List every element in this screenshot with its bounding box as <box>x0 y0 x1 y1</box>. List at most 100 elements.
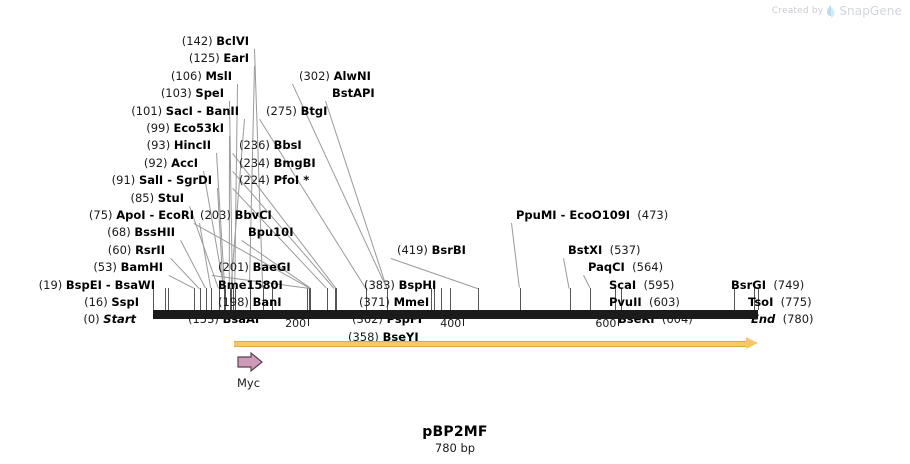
restriction-site-label[interactable]: (302) AlwNI <box>299 69 371 83</box>
restriction-site-label[interactable]: (201) BaeGI <box>218 261 291 274</box>
site-enzyme-name: ApoI - EcoRI <box>116 208 194 222</box>
feature-myc-arrow[interactable] <box>237 352 263 376</box>
restriction-site-label[interactable]: BsrGI (749) <box>731 278 804 292</box>
site-position: (419) <box>397 242 428 257</box>
restriction-site-tick[interactable] <box>167 288 169 310</box>
restriction-site-tick[interactable] <box>519 288 521 310</box>
site-position: (92) <box>143 155 168 170</box>
restriction-site-label[interactable]: PaqCI (564) <box>588 261 663 274</box>
restriction-site-label[interactable]: (75) ApoI - EcoRI <box>89 209 194 222</box>
restriction-site-tick[interactable] <box>366 288 368 310</box>
site-enzyme-name: PfoI * <box>273 173 310 188</box>
restriction-site-tick[interactable] <box>440 288 442 310</box>
orf-track-arrow[interactable] <box>234 337 758 349</box>
plasmid-backbone[interactable] <box>153 312 758 319</box>
restriction-site-tick[interactable] <box>165 288 167 310</box>
restriction-site-label[interactable]: (383) BspHI <box>364 278 436 292</box>
restriction-site-tick[interactable] <box>224 288 226 310</box>
restriction-site-label[interactable]: (16) SspI <box>84 296 139 309</box>
site-enzyme-name: MslI <box>205 68 232 83</box>
restriction-site-tick[interactable] <box>153 288 154 310</box>
restriction-site-tick[interactable] <box>231 288 233 310</box>
restriction-site-label[interactable]: (275) BtgI <box>266 104 327 118</box>
restriction-site-tick[interactable] <box>430 288 432 310</box>
restriction-site-label[interactable]: BstXI (537) <box>568 243 641 257</box>
restriction-site-label[interactable]: (125) EarI <box>189 52 249 65</box>
site-position: (19) <box>38 277 63 292</box>
restriction-site-tick[interactable] <box>194 288 196 310</box>
restriction-site-tick[interactable] <box>235 288 237 310</box>
restriction-site-label[interactable]: Bme1580I <box>218 277 283 292</box>
restriction-site-label[interactable]: (234) BmgBI <box>239 156 316 170</box>
restriction-site-tick[interactable] <box>334 288 336 310</box>
restriction-site-tick[interactable] <box>621 288 623 310</box>
restriction-site-tick[interactable] <box>326 288 328 310</box>
restriction-site-label[interactable]: (101) SacI - BanII <box>131 104 239 118</box>
restriction-site-label[interactable]: PpuMI - EcoO109I (473) <box>516 209 668 222</box>
restriction-site-label[interactable]: (371) MmeI <box>359 296 429 309</box>
site-enzyme-name: AccI <box>171 155 198 170</box>
restriction-site-label[interactable]: TsoI (775) <box>748 296 812 309</box>
restriction-site-tick[interactable] <box>205 288 207 310</box>
restriction-site-label[interactable]: (53) BamHI <box>93 261 163 274</box>
restriction-site-tick[interactable] <box>263 288 265 310</box>
restriction-site-tick[interactable] <box>308 288 310 310</box>
restriction-site-tick[interactable] <box>249 288 251 310</box>
restriction-site-tick[interactable] <box>433 288 435 310</box>
restriction-site-tick[interactable] <box>271 288 273 310</box>
site-enzyme-name: Bpu10I <box>248 225 294 240</box>
restriction-site-label[interactable]: (419) BsrBI <box>397 242 466 257</box>
restriction-site-tick[interactable] <box>218 288 220 310</box>
restriction-site-tick[interactable] <box>758 288 759 310</box>
restriction-site-label[interactable]: PvuII (603) <box>609 296 680 309</box>
restriction-site-tick[interactable] <box>614 288 616 310</box>
restriction-site-tick[interactable] <box>211 288 213 310</box>
restriction-site-label[interactable]: (106) MslI <box>171 68 232 83</box>
restriction-site-label[interactable]: Bpu10I <box>248 226 293 239</box>
site-enzyme-name: Bme1580I <box>218 277 283 292</box>
restriction-site-label[interactable]: (0) Start <box>83 313 136 326</box>
restriction-site-tick[interactable] <box>310 288 312 310</box>
restriction-site-label[interactable]: (91) SalI - SgrDI <box>112 174 212 187</box>
restriction-site-tick[interactable] <box>232 288 234 310</box>
restriction-site-label[interactable]: (142) BclVI <box>182 35 249 48</box>
restriction-site-label[interactable]: (93) HincII <box>147 139 211 152</box>
restriction-site-label[interactable]: (198) BanI <box>218 296 282 309</box>
restriction-site-label[interactable]: (103) SpeI <box>161 87 224 100</box>
restriction-site-label[interactable]: (99) Eco53kI <box>146 122 224 135</box>
restriction-site-label[interactable]: (358) BseYI <box>348 330 419 344</box>
restriction-site-tick[interactable] <box>199 288 201 310</box>
restriction-site-tick[interactable] <box>225 288 227 310</box>
restriction-site-label[interactable]: (92) AccI <box>143 155 198 170</box>
site-enzyme-name: PvuII <box>609 295 642 309</box>
myc-arrow-icon <box>237 352 263 373</box>
restriction-site-tick[interactable] <box>569 288 571 310</box>
restriction-site-tick[interactable] <box>306 288 308 310</box>
restriction-site-tick[interactable] <box>590 288 592 310</box>
restriction-site-label[interactable]: BstAPI <box>332 87 375 100</box>
site-position: (53) <box>93 260 117 275</box>
restriction-site-tick[interactable] <box>450 288 452 310</box>
restriction-site-tick[interactable] <box>754 288 756 310</box>
restriction-site-tick[interactable] <box>387 288 389 310</box>
restriction-site-label[interactable]: ScaI (595) <box>609 278 674 292</box>
restriction-site-tick[interactable] <box>477 288 479 310</box>
restriction-site-tick[interactable] <box>620 288 622 310</box>
site-position: (198) <box>218 295 249 309</box>
restriction-site-label[interactable]: (85) StuI <box>130 191 184 205</box>
restriction-site-tick[interactable] <box>336 288 338 310</box>
restriction-site-label[interactable]: (236) BbsI <box>239 139 302 152</box>
restriction-site-tick[interactable] <box>229 288 231 310</box>
restriction-site-tick[interactable] <box>733 288 735 310</box>
restriction-site-label[interactable]: (68) BssHII <box>107 226 175 239</box>
site-enzyme-name: SpeI <box>195 86 224 101</box>
restriction-site-label[interactable]: (203) BbvCI <box>200 209 272 222</box>
restriction-site-label[interactable]: (60) RsrII <box>108 243 165 257</box>
site-enzyme-name: Start <box>103 312 136 327</box>
restriction-site-tick[interactable] <box>223 288 225 310</box>
restriction-site-label[interactable]: (224) PfoI * <box>239 174 309 187</box>
site-position: (780) <box>782 312 814 327</box>
restriction-site-label[interactable]: (19) BspEI - BsaWI <box>38 277 155 292</box>
